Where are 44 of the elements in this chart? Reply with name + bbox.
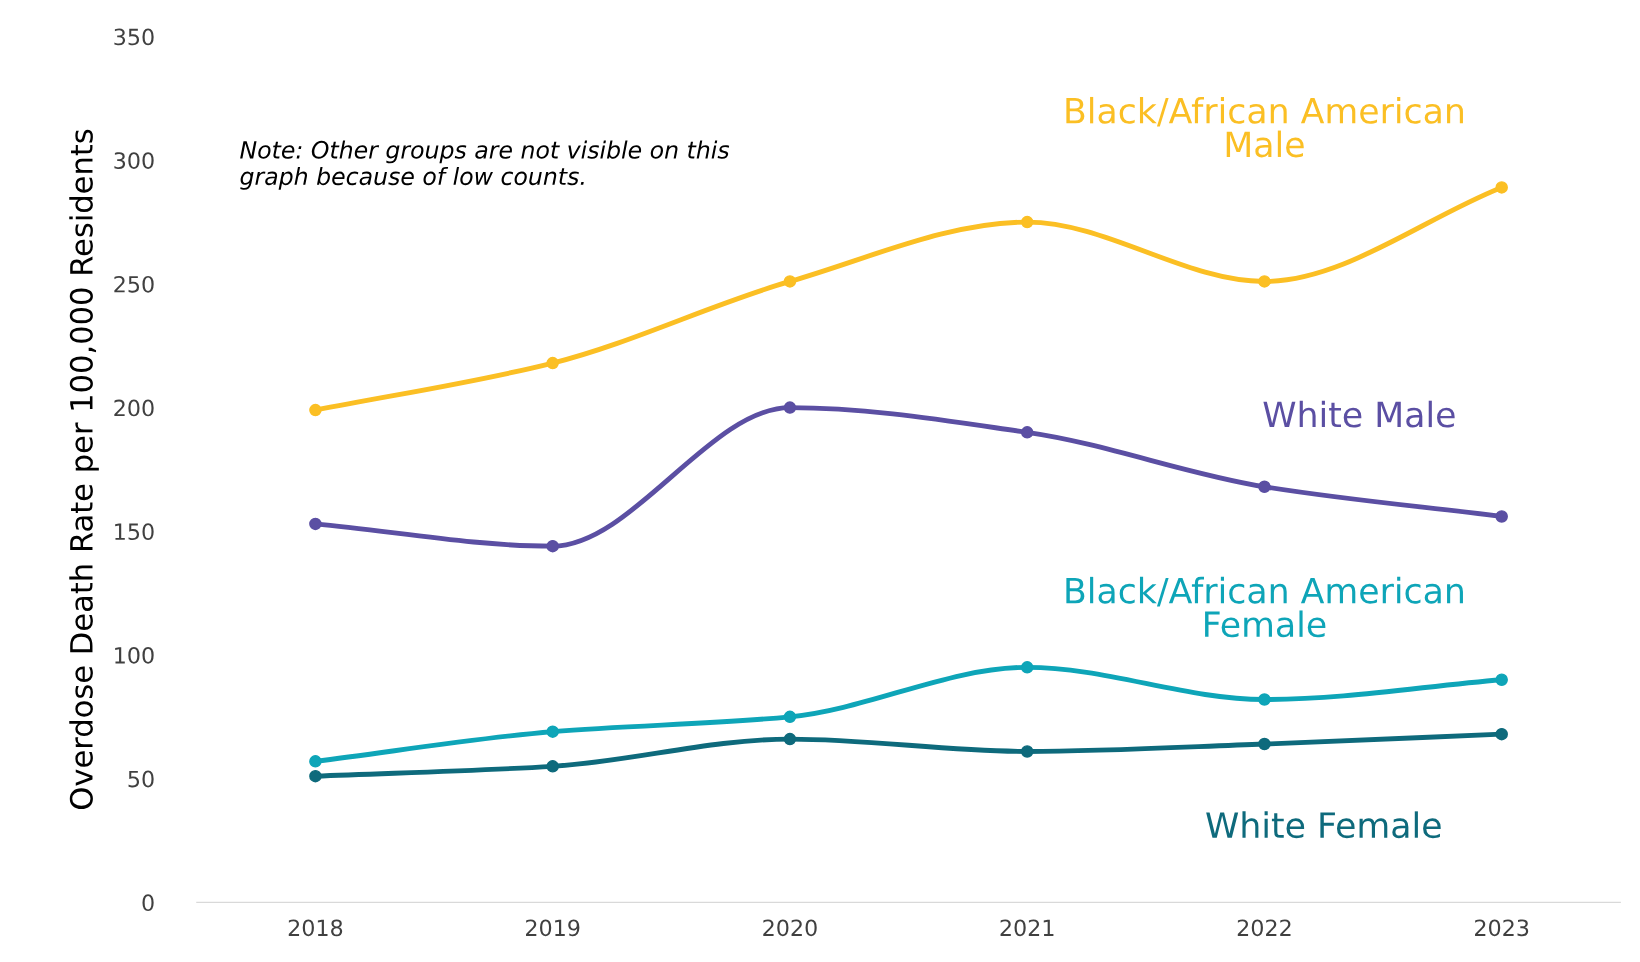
point <box>1020 426 1034 439</box>
series-label: White Male <box>1263 400 1455 428</box>
x-tick-label: 2023 <box>1475 919 1529 937</box>
point <box>783 710 797 724</box>
point <box>546 760 559 773</box>
y-tick-label: 0 <box>142 894 154 912</box>
point <box>309 769 322 783</box>
x-tick-label: 2018 <box>288 919 343 937</box>
point <box>783 732 797 746</box>
point <box>1020 745 1034 758</box>
y-tick-label: 350 <box>114 28 154 46</box>
annotation: Note: Other groups are not visible on this graph because of low counts. <box>240 140 730 190</box>
point <box>783 275 797 288</box>
y-tick-label: 300 <box>114 152 154 169</box>
point <box>1020 661 1034 674</box>
point <box>1258 480 1271 494</box>
point <box>546 725 559 738</box>
point <box>546 539 559 553</box>
series-label: Black/African American Female <box>1066 576 1463 638</box>
series-label: Black/African American Male <box>1066 96 1463 158</box>
point <box>1020 215 1034 229</box>
y-tick-label: 50 <box>128 770 154 788</box>
series-label: White Female <box>1206 811 1441 839</box>
y-tick-label: 250 <box>114 275 154 293</box>
point <box>1258 737 1271 751</box>
point <box>1495 181 1508 194</box>
point <box>1495 673 1508 686</box>
point <box>783 401 797 414</box>
point <box>1495 510 1508 523</box>
point <box>1495 727 1508 741</box>
y-tick-label: 200 <box>114 399 154 417</box>
point <box>309 517 322 531</box>
x-tick-label: 2019 <box>526 919 580 937</box>
x-tick-label: 2022 <box>1237 919 1291 937</box>
x-tick-label: 2020 <box>763 919 817 937</box>
x-tick-label: 2021 <box>1000 919 1054 937</box>
point <box>309 755 322 768</box>
y-axis-title: Overdose Death Rate per 100,000 Residents <box>69 129 99 809</box>
point <box>546 356 559 370</box>
point <box>1258 693 1271 706</box>
point <box>1258 275 1271 288</box>
y-tick-label: 100 <box>115 646 154 664</box>
point <box>309 403 322 417</box>
y-tick-label: 150 <box>115 523 154 541</box>
